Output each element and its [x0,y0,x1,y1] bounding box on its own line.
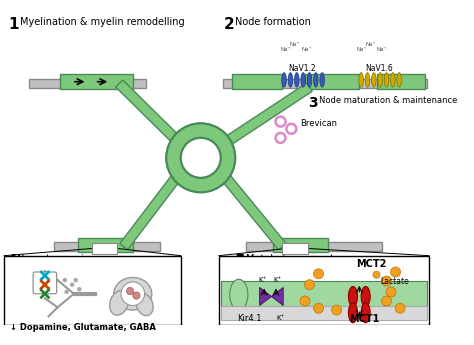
Ellipse shape [320,73,324,87]
Circle shape [314,269,324,279]
Circle shape [64,290,69,294]
Ellipse shape [109,290,129,315]
Circle shape [77,287,82,292]
Text: K⁺: K⁺ [273,277,282,284]
Text: Na⁺: Na⁺ [377,47,387,52]
Text: Na⁺: Na⁺ [281,47,291,52]
Polygon shape [28,79,146,88]
Circle shape [275,133,285,143]
Ellipse shape [114,277,152,310]
Text: MCT2: MCT2 [356,259,387,269]
Text: 4: 4 [6,254,17,269]
Polygon shape [260,287,272,306]
Circle shape [286,124,296,134]
FancyBboxPatch shape [33,272,57,294]
Text: Na⁺: Na⁺ [301,47,312,52]
Polygon shape [272,287,283,306]
Text: Node formation: Node formation [235,17,311,27]
Circle shape [386,287,396,297]
Text: Na⁺: Na⁺ [366,42,376,47]
Bar [283,243,308,254]
Text: K⁺: K⁺ [277,315,285,322]
Text: NaV1.2: NaV1.2 [289,65,316,73]
Circle shape [304,280,314,290]
Bar [92,243,118,254]
Bar [221,281,427,308]
Circle shape [70,283,74,287]
Polygon shape [116,80,184,148]
Text: Kir4.1: Kir4.1 [237,314,262,323]
Ellipse shape [288,73,293,87]
Ellipse shape [361,286,370,306]
Polygon shape [246,242,382,251]
Polygon shape [216,83,312,151]
Text: NaV1.6: NaV1.6 [365,65,393,73]
Ellipse shape [294,73,299,87]
Ellipse shape [372,73,376,87]
Circle shape [63,278,67,283]
Ellipse shape [230,279,248,310]
Polygon shape [223,79,427,88]
Circle shape [181,138,221,178]
Ellipse shape [282,73,286,87]
Circle shape [73,278,78,283]
Circle shape [181,138,221,178]
Ellipse shape [307,73,312,87]
Ellipse shape [136,294,153,316]
Circle shape [275,117,285,127]
Text: Neurotransmission: Neurotransmission [17,254,109,264]
Polygon shape [273,238,328,252]
Polygon shape [305,75,359,89]
Polygon shape [78,238,133,252]
Circle shape [395,303,405,313]
Ellipse shape [365,73,370,87]
Circle shape [300,296,310,306]
Text: MCT1: MCT1 [349,314,380,324]
Text: Myelination & myelin remodelling: Myelination & myelin remodelling [19,17,184,27]
Bar [219,256,429,325]
Text: K⁺: K⁺ [259,277,267,284]
Text: Node maturation & maintenance: Node maturation & maintenance [319,96,457,105]
Circle shape [391,267,401,277]
Circle shape [332,305,342,315]
Ellipse shape [314,73,318,87]
Circle shape [166,124,235,192]
Polygon shape [120,168,185,250]
Ellipse shape [384,73,389,87]
Text: Lactate: Lactate [380,277,409,286]
Polygon shape [377,75,426,89]
Text: 5: 5 [235,254,246,269]
Bar [4,256,181,325]
Text: 1: 1 [9,17,19,32]
Bar [221,306,427,320]
Ellipse shape [361,303,370,323]
Circle shape [314,303,324,313]
Circle shape [373,271,380,278]
Polygon shape [232,75,283,89]
Text: Brevican: Brevican [301,119,337,128]
Text: 3: 3 [308,96,317,110]
Circle shape [121,282,145,306]
Text: Na⁺: Na⁺ [357,47,367,52]
Text: Na⁺: Na⁺ [290,42,300,47]
Text: 2: 2 [223,17,234,32]
Ellipse shape [348,303,357,323]
Text: ↓ Dopamine, Glutamate, GABA: ↓ Dopamine, Glutamate, GABA [9,323,155,332]
Polygon shape [217,168,286,250]
Circle shape [382,276,392,286]
Ellipse shape [348,286,357,306]
Circle shape [127,287,134,295]
Ellipse shape [301,73,305,87]
Circle shape [133,292,140,299]
Ellipse shape [378,73,383,87]
Circle shape [166,124,235,192]
Ellipse shape [397,73,401,87]
Ellipse shape [359,73,364,87]
Text: Metabolic support: Metabolic support [246,254,334,264]
Polygon shape [54,242,160,251]
Circle shape [382,296,392,306]
Ellipse shape [391,73,395,87]
Polygon shape [60,75,133,89]
